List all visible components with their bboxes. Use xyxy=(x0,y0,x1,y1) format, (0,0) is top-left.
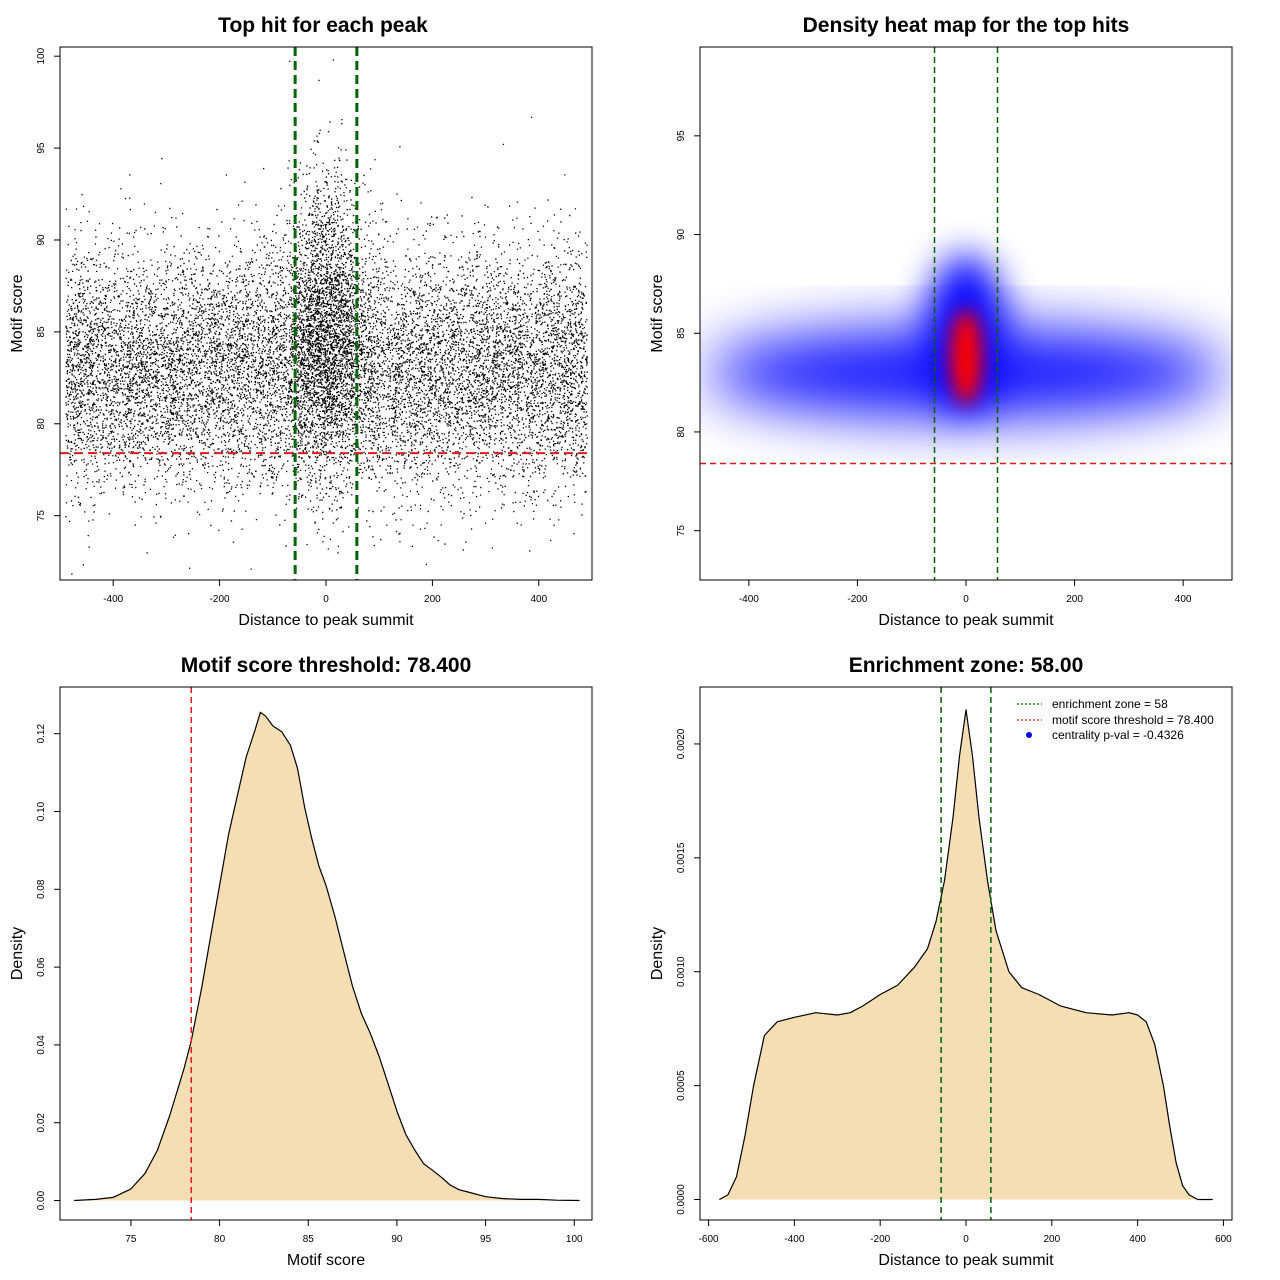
y-tick-label: 95 xyxy=(36,142,47,154)
distance-density-x-label: Distance to peak summit xyxy=(878,1252,1054,1269)
y-tick-label: 85 xyxy=(36,326,47,338)
heatmap-x-label: Distance to peak summit xyxy=(878,612,1054,629)
x-tick-label: 200 xyxy=(1066,594,1083,605)
panel-scatter: Top hit for each peak -400 -200 0 200 400 75 8… xyxy=(9,14,593,629)
density-fill xyxy=(719,709,1213,1200)
x-tick-label: -400 xyxy=(103,594,123,605)
heatmap-axes: -400 -200 0 200 400 75 80 85 90 95 xyxy=(676,130,1192,605)
y-tick-label: 75 xyxy=(676,525,687,537)
panel-score-density: Motif score threshold: 78.400 75 80 85 90 95… xyxy=(9,654,593,1269)
x-tick-label: -400 xyxy=(784,1234,804,1245)
y-tick-label: 90 xyxy=(676,229,687,241)
y-tick-label: 0.0000 xyxy=(676,1184,687,1215)
x-tick-label: -400 xyxy=(739,594,759,605)
y-tick-label: 0.06 xyxy=(36,957,47,977)
legend-enrichment-zone: enrichment zone = 58 xyxy=(1052,697,1168,711)
density-curve xyxy=(719,709,1213,1201)
legend-pval: centrality p-val = -0.4326 xyxy=(1052,728,1184,742)
scatter-points xyxy=(65,59,588,575)
heatmap-density xyxy=(700,47,1232,580)
y-tick-label: 95 xyxy=(676,130,687,142)
distance-density-title: Enrichment zone: 58.00 xyxy=(849,654,1084,677)
y-tick-label: 75 xyxy=(36,510,47,522)
x-tick-label: 600 xyxy=(1215,1234,1232,1245)
distance-density-reference-lines xyxy=(940,687,992,1220)
score-density-axes: 75 80 85 90 95 100 0.00 0.02 0.04 0.06 0.08 0.10 0.1… xyxy=(36,724,583,1245)
scatter-x-label: Distance to peak summit xyxy=(238,612,414,629)
y-tick-label: 0.00 xyxy=(36,1190,47,1210)
x-tick-label: 400 xyxy=(1175,594,1192,605)
y-tick-label: 0.08 xyxy=(36,879,47,899)
scatter-plot-frame xyxy=(59,46,593,581)
x-tick-label: -200 xyxy=(870,1234,890,1245)
heatmap-y-label: Motif score xyxy=(649,274,666,352)
distance-density-y-label: Density xyxy=(649,927,666,980)
heatmap-reference-lines xyxy=(700,47,1232,580)
density-band xyxy=(949,309,983,405)
x-tick-label: 200 xyxy=(424,594,441,605)
x-tick-label: 80 xyxy=(214,1234,226,1245)
x-tick-label: 95 xyxy=(480,1234,492,1245)
x-tick-label: -600 xyxy=(699,1234,719,1245)
distance-density-axes: -600 -400 -200 0 200 400 600 0.0000 0.0005 0.0010… xyxy=(676,728,1232,1245)
x-tick-label: 90 xyxy=(391,1234,403,1245)
legend-pval-point xyxy=(1026,732,1032,738)
x-tick-label: 400 xyxy=(530,594,547,605)
distance-density-area xyxy=(719,709,1213,1201)
score-density-area xyxy=(74,711,580,1202)
y-tick-label: 85 xyxy=(676,327,687,339)
panel-distance-density: Enrichment zone: 58.00 -600 -400 -200 0 200 4… xyxy=(649,654,1233,1269)
scatter-axes: -400 -200 0 200 400 75 80 85 90 95 100 xyxy=(36,47,548,605)
x-tick-label: 0 xyxy=(963,1234,969,1245)
scatter-reference-lines xyxy=(60,47,592,580)
legend: enrichment zone = 58 motif score thresho… xyxy=(1017,697,1214,742)
x-tick-label: 100 xyxy=(566,1234,583,1245)
y-tick-label: 0.10 xyxy=(36,801,47,821)
panel-heatmap: Density heat map for the top hits -400 -2… xyxy=(649,14,1233,629)
scatter-title: Top hit for each peak xyxy=(218,14,428,37)
x-tick-label: 0 xyxy=(323,594,329,605)
x-tick-label: 85 xyxy=(303,1234,315,1245)
y-tick-label: 0.04 xyxy=(36,1035,47,1055)
y-tick-label: 100 xyxy=(36,47,47,64)
y-tick-label: 0.0005 xyxy=(676,1070,687,1101)
y-tick-label: 0.0015 xyxy=(676,842,687,873)
score-density-title: Motif score threshold: 78.400 xyxy=(181,654,472,677)
density-fill xyxy=(74,712,580,1201)
density-curve xyxy=(74,711,580,1202)
x-tick-label: -200 xyxy=(210,594,230,605)
y-tick-label: 0.0020 xyxy=(676,728,687,759)
scatter-y-label: Motif score xyxy=(9,274,26,352)
x-tick-label: -200 xyxy=(847,594,867,605)
x-tick-label: 0 xyxy=(963,594,969,605)
scatter-point-cloud xyxy=(65,59,588,575)
heatmap-title: Density heat map for the top hits xyxy=(803,14,1130,37)
y-tick-label: 80 xyxy=(36,418,47,430)
y-tick-label: 0.02 xyxy=(36,1113,47,1133)
score-density-y-label: Density xyxy=(9,927,26,980)
x-tick-label: 400 xyxy=(1129,1234,1146,1245)
x-tick-label: 75 xyxy=(125,1234,137,1245)
y-tick-label: 90 xyxy=(36,234,47,246)
score-density-x-label: Motif score xyxy=(287,1252,365,1269)
y-tick-label: 0.0010 xyxy=(676,956,687,987)
y-tick-label: 80 xyxy=(676,426,687,438)
y-tick-label: 0.12 xyxy=(36,724,47,744)
legend-threshold: motif score threshold = 78.400 xyxy=(1052,713,1214,727)
x-tick-label: 200 xyxy=(1043,1234,1060,1245)
